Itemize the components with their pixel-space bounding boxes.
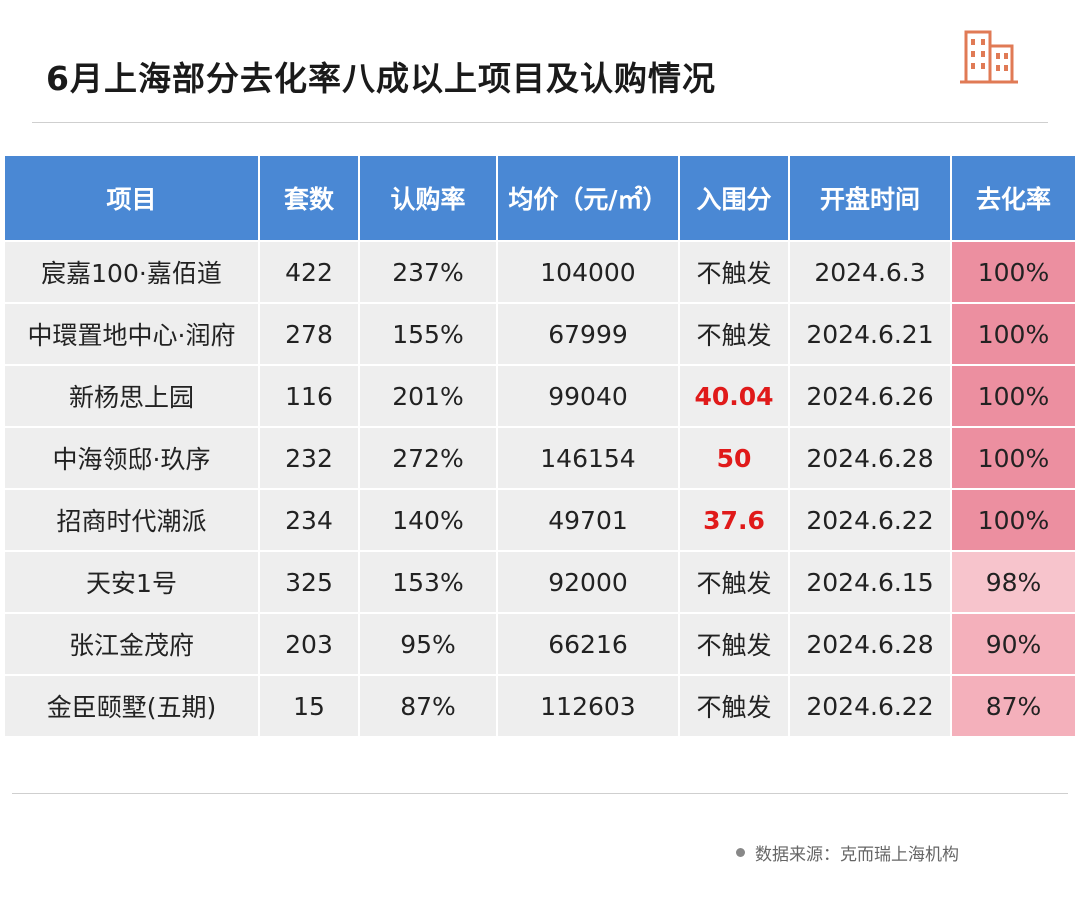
cell-sell-through: 100% [950,240,1077,304]
cell-qualify-score: 37.6 [678,488,790,552]
cell-qualify-score: 不触发 [678,302,790,366]
cell-project: 张江金茂府 [3,612,260,676]
header-sell-through: 去化率 [950,154,1077,242]
building-icon [960,30,1018,84]
cell-units: 234 [258,488,360,552]
cell-qualify-score: 不触发 [678,674,790,738]
cell-avg-price: 112603 [496,674,680,738]
cell-avg-price: 49701 [496,488,680,552]
cell-project: 新杨思上园 [3,364,260,428]
cell-subscription-rate: 237% [358,240,498,304]
cell-open-date: 2024.6.26 [788,364,952,428]
table-body: 宸嘉100·嘉佰道 422 237% 104000 不触发 2024.6.3 100% 中環置… [3,240,1077,738]
cell-project: 中海领邸·玖序 [3,426,260,490]
cell-avg-price: 66216 [496,612,680,676]
cell-project: 招商时代潮派 [3,488,260,552]
cell-avg-price: 146154 [496,426,680,490]
header-avg-price: 均价（元/㎡） [496,154,680,242]
header-open-date: 开盘时间 [788,154,952,242]
cell-avg-price: 67999 [496,302,680,366]
table-row: 宸嘉100·嘉佰道 422 237% 104000 不触发 2024.6.3 100% [3,240,1077,304]
cell-units: 232 [258,426,360,490]
cell-qualify-score: 50 [678,426,790,490]
table-row: 天安1号 325 153% 92000 不触发 2024.6.15 98% [3,550,1077,614]
cell-avg-price: 92000 [496,550,680,614]
cell-subscription-rate: 201% [358,364,498,428]
header-units: 套数 [258,154,360,242]
cell-units: 278 [258,302,360,366]
cell-avg-price: 99040 [496,364,680,428]
footer-divider [12,793,1068,794]
cell-sell-through: 100% [950,302,1077,366]
cell-sell-through: 87% [950,674,1077,738]
table-row: 张江金茂府 203 95% 66216 不触发 2024.6.28 90% [3,612,1077,676]
cell-open-date: 2024.6.15 [788,550,952,614]
data-source-text: 数据来源：克而瑞上海机构 [755,845,959,865]
cell-open-date: 2024.6.21 [788,302,952,366]
cell-sell-through: 100% [950,426,1077,490]
cell-qualify-score: 不触发 [678,240,790,304]
cell-subscription-rate: 155% [358,302,498,366]
bullet-icon [736,848,745,857]
cell-units: 15 [258,674,360,738]
table-header-row: 项目 套数 认购率 均价（元/㎡） 入围分 开盘时间 去化率 [3,154,1077,242]
cell-project: 天安1号 [3,550,260,614]
cell-open-date: 2024.6.28 [788,612,952,676]
cell-qualify-score: 40.04 [678,364,790,428]
cell-units: 116 [258,364,360,428]
cell-sell-through: 90% [950,612,1077,676]
header-qualify-score: 入围分 [678,154,790,242]
cell-open-date: 2024.6.22 [788,488,952,552]
cell-subscription-rate: 140% [358,488,498,552]
cell-subscription-rate: 272% [358,426,498,490]
cell-sell-through: 100% [950,488,1077,552]
cell-units: 203 [258,612,360,676]
cell-units: 422 [258,240,360,304]
header-subscription-rate: 认购率 [358,154,498,242]
cell-qualify-score: 不触发 [678,550,790,614]
cell-sell-through: 100% [950,364,1077,428]
table-row: 招商时代潮派 234 140% 49701 37.6 2024.6.22 100% [3,488,1077,552]
cell-open-date: 2024.6.22 [788,674,952,738]
cell-qualify-score: 不触发 [678,612,790,676]
data-source: 数据来源：克而瑞上海机构 [736,840,959,865]
cell-subscription-rate: 87% [358,674,498,738]
cell-open-date: 2024.6.3 [788,240,952,304]
table-row: 中海领邸·玖序 232 272% 146154 50 2024.6.28 100% [3,426,1077,490]
table-row: 中環置地中心·润府 278 155% 67999 不触发 2024.6.21 100% [3,302,1077,366]
cell-project: 金臣颐墅(五期) [3,674,260,738]
cell-subscription-rate: 95% [358,612,498,676]
cell-subscription-rate: 153% [358,550,498,614]
cell-units: 325 [258,550,360,614]
page-title: 6月上海部分去化率八成以上项目及认购情况 [46,59,716,98]
cell-open-date: 2024.6.28 [788,426,952,490]
header-project: 项目 [3,154,260,242]
project-table: 项目 套数 认购率 均价（元/㎡） 入围分 开盘时间 去化率 宸嘉100·嘉佰道… [3,154,1077,738]
title-divider [32,122,1048,123]
table-row: 金臣颐墅(五期) 15 87% 112603 不触发 2024.6.22 87% [3,674,1077,738]
table-row: 新杨思上园 116 201% 99040 40.04 2024.6.26 100% [3,364,1077,428]
cell-project: 中環置地中心·润府 [3,302,260,366]
cell-project: 宸嘉100·嘉佰道 [3,240,260,304]
cell-sell-through: 98% [950,550,1077,614]
cell-avg-price: 104000 [496,240,680,304]
